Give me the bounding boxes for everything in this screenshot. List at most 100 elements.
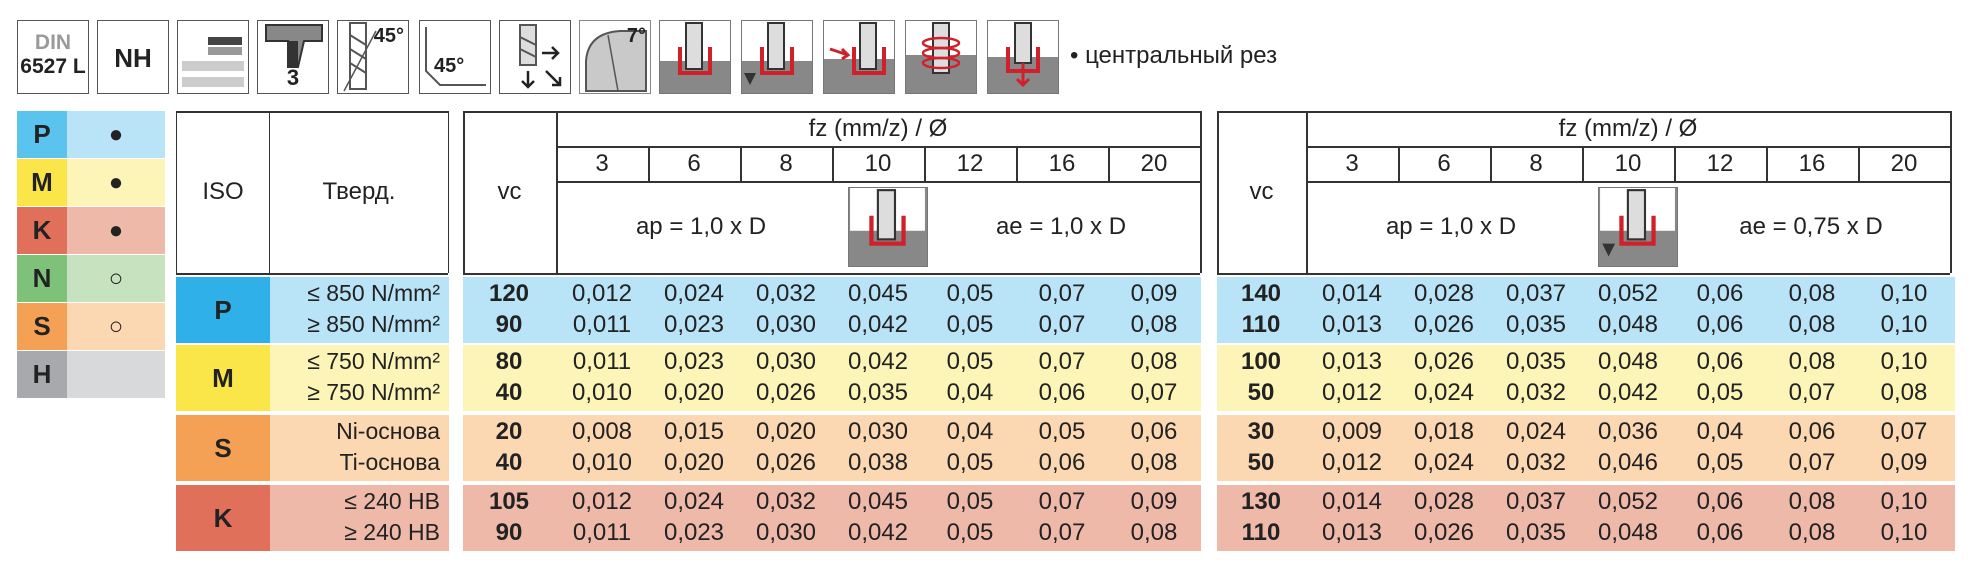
header-diameter-16-right: 16 [1798, 149, 1826, 177]
header-diameter-10-left: 10 [864, 149, 892, 177]
left-row-bg [463, 277, 1201, 343]
right-row-bg [1217, 345, 1955, 411]
material-letter-k: K [17, 207, 67, 254]
fz-left-value: 0,09 [1130, 280, 1178, 307]
hardness-value: Ni-основа [336, 418, 440, 444]
ramping-icon [823, 20, 895, 94]
grid-line [1306, 111, 1308, 273]
fz-right-value: 0,014 [1321, 280, 1383, 307]
fz-left-value: 0,012 [571, 488, 633, 515]
fz-left-value: 0,07 [1038, 311, 1086, 338]
hardness-value: ≤ 750 N/mm² [307, 348, 440, 374]
vc-right-value: 30 [1247, 418, 1275, 445]
vc-left-value: 90 [495, 311, 523, 338]
fz-left-value: 0,06 [1130, 418, 1178, 445]
slot-milling-icon [659, 20, 731, 94]
fz-left-value: 0,008 [571, 418, 633, 445]
hardness-value: ≤ 240 HB [344, 488, 440, 514]
hardness-cell-bg [270, 485, 449, 551]
grid-line [1766, 146, 1768, 181]
material-letter-p: P [17, 111, 67, 158]
header-diameter-3-right: 3 [1345, 149, 1359, 177]
fz-right-value: 0,06 [1696, 280, 1744, 307]
material-suitability-p: ● [67, 111, 165, 158]
teeth-count: 3 [286, 65, 300, 90]
iso-group-s: S [214, 432, 232, 463]
grid-line [463, 273, 1200, 275]
fz-left-value: 0,045 [847, 280, 909, 307]
fz-left-value: 0,06 [1038, 449, 1086, 476]
fz-left-value: 0,042 [847, 348, 909, 375]
fz-left-value: 0,038 [847, 449, 909, 476]
fz-left-value: 0,023 [663, 348, 725, 375]
fz-right-value: 0,036 [1597, 418, 1659, 445]
fz-left-value: 0,06 [1038, 379, 1086, 406]
fz-right-value: 0,024 [1505, 418, 1567, 445]
grid-line [463, 111, 1200, 113]
header-diameter-8-left: 8 [779, 149, 793, 177]
fz-right-value: 0,10 [1880, 519, 1928, 546]
helix-angle-icon: 45° [337, 20, 409, 94]
fz-left-value: 0,05 [946, 519, 994, 546]
fz-right-value: 0,037 [1505, 280, 1567, 307]
fz-left-value: 0,035 [847, 379, 909, 406]
header-vc-left: vc [497, 178, 522, 205]
grid-line [832, 146, 834, 181]
fz-left-value: 0,023 [663, 519, 725, 546]
grid-line [1490, 146, 1492, 181]
fz-right-value: 0,032 [1505, 449, 1567, 476]
fz-left-value: 0,015 [663, 418, 725, 445]
fz-left-value: 0,042 [847, 311, 909, 338]
material-suitability-s: ○ [67, 303, 165, 350]
header-diameter-10-right: 10 [1614, 149, 1642, 177]
fz-right-value: 0,08 [1880, 379, 1928, 406]
fz-left-value: 0,07 [1038, 348, 1086, 375]
material-suitability-n: ○ [67, 255, 165, 302]
fz-left-value: 0,042 [847, 519, 909, 546]
fz-right-value: 0,024 [1413, 379, 1475, 406]
fz-right-value: 0,013 [1321, 311, 1383, 338]
fz-right-value: 0,028 [1413, 280, 1475, 307]
grid-line [1016, 146, 1018, 181]
fz-left-value: 0,08 [1130, 519, 1178, 546]
fz-left-value: 0,05 [946, 280, 994, 307]
header-vc-right: vc [1249, 178, 1274, 205]
fz-right-value: 0,048 [1597, 519, 1659, 546]
vc-right-value: 110 [1241, 311, 1281, 338]
grid-line [556, 146, 1200, 148]
fz-right-value: 0,07 [1880, 418, 1928, 445]
hardness-value: Ti-основа [339, 449, 440, 475]
fz-left-value: 0,011 [572, 311, 632, 338]
grid-line [740, 146, 742, 181]
vc-left-value: 40 [495, 379, 523, 406]
header-iso: ISO [202, 178, 244, 205]
fz-left-value: 0,026 [755, 449, 817, 476]
din-number: 6527 L [20, 55, 86, 78]
fz-left-value: 0,05 [946, 311, 994, 338]
fz-left-value: 0,032 [755, 280, 817, 307]
grid-line [1858, 146, 1860, 181]
grid-line [176, 111, 448, 113]
grid-line [463, 111, 465, 273]
header-ap-left: ap = 1,0 x D [635, 213, 767, 240]
grid-line [269, 111, 270, 273]
fz-left-value: 0,030 [755, 311, 817, 338]
fz-right-value: 0,018 [1413, 418, 1475, 445]
header-diameter-20-left: 20 [1140, 149, 1168, 177]
iso-cell-bg [176, 415, 270, 481]
hardness-value: ≥ 750 N/mm² [307, 379, 440, 405]
grid-line [448, 111, 449, 273]
material-letter-s: S [17, 303, 67, 350]
vc-left-value: 40 [495, 449, 523, 476]
fz-left-value: 0,04 [946, 418, 994, 445]
fz-left-value: 0,05 [946, 449, 994, 476]
hardness-value: ≥ 850 N/mm² [307, 311, 440, 337]
grid-line [1306, 146, 1950, 148]
fz-right-value: 0,012 [1321, 449, 1383, 476]
left-row-bg [463, 485, 1201, 551]
header-diameter-12-right: 12 [1706, 149, 1734, 177]
relief-angle-icon: 7° [579, 20, 651, 94]
fz-right-value: 0,028 [1413, 488, 1475, 515]
fz-left-value: 0,026 [755, 379, 817, 406]
vc-left-value: 20 [495, 418, 523, 445]
